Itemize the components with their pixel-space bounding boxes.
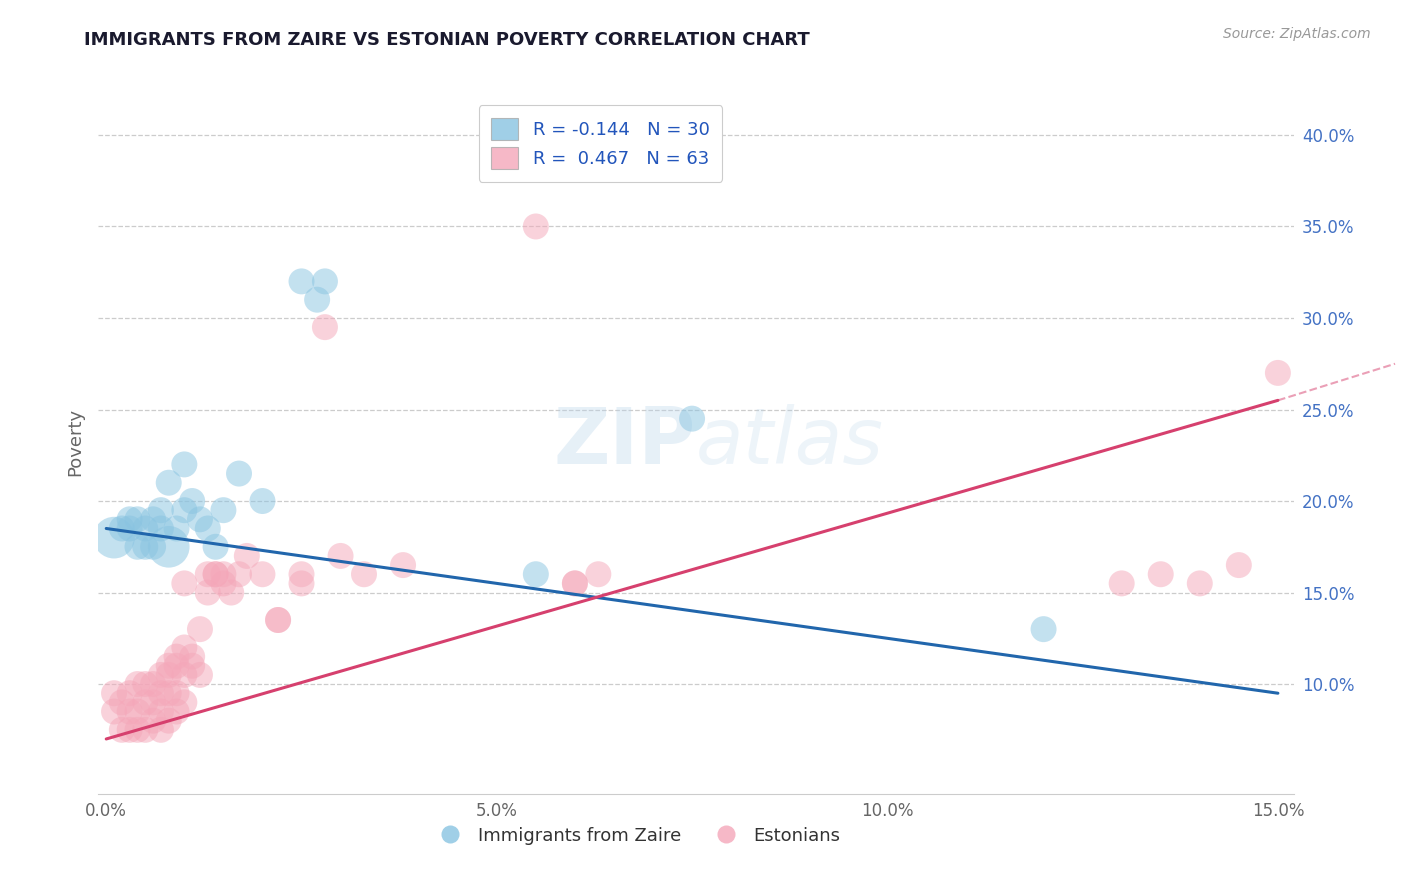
Point: [267, 613, 290, 627]
Point: [173, 458, 195, 472]
Text: IMMIGRANTS FROM ZAIRE VS ESTONIAN POVERTY CORRELATION CHART: IMMIGRANTS FROM ZAIRE VS ESTONIAN POVERT…: [84, 31, 810, 49]
Point: [219, 585, 242, 599]
Point: [1111, 576, 1133, 591]
Point: [134, 677, 156, 691]
Point: [118, 705, 141, 719]
Point: [134, 723, 156, 737]
Point: [157, 475, 180, 490]
Point: [588, 567, 610, 582]
Point: [392, 558, 415, 573]
Point: [118, 521, 141, 535]
Point: [267, 613, 290, 627]
Point: [1227, 558, 1250, 573]
Point: [173, 640, 195, 655]
Point: [204, 567, 226, 582]
Point: [166, 521, 188, 535]
Point: [118, 686, 141, 700]
Point: [314, 320, 336, 334]
Point: [1267, 366, 1289, 380]
Point: [127, 512, 149, 526]
Point: [173, 695, 195, 709]
Point: [181, 649, 204, 664]
Point: [166, 658, 188, 673]
Point: [103, 531, 125, 545]
Point: [111, 695, 134, 709]
Point: [252, 494, 274, 508]
Point: [173, 576, 195, 591]
Point: [173, 503, 195, 517]
Point: [564, 576, 586, 591]
Point: [149, 503, 172, 517]
Point: [103, 705, 125, 719]
Point: [236, 549, 259, 563]
Point: [188, 668, 211, 682]
Point: [149, 723, 172, 737]
Point: [329, 549, 352, 563]
Point: [111, 521, 134, 535]
Point: [524, 567, 547, 582]
Point: [212, 576, 235, 591]
Point: [181, 494, 204, 508]
Text: atlas: atlas: [696, 403, 884, 480]
Point: [204, 540, 226, 554]
Point: [353, 567, 375, 582]
Point: [157, 668, 180, 682]
Point: [149, 668, 172, 682]
Point: [118, 512, 141, 526]
Point: [157, 658, 180, 673]
Legend: Immigrants from Zaire, Estonians: Immigrants from Zaire, Estonians: [425, 820, 848, 852]
Point: [188, 512, 211, 526]
Point: [188, 622, 211, 636]
Y-axis label: Poverty: Poverty: [66, 408, 84, 475]
Point: [127, 723, 149, 737]
Point: [142, 540, 165, 554]
Point: [157, 714, 180, 728]
Point: [127, 540, 149, 554]
Point: [149, 705, 172, 719]
Point: [142, 695, 165, 709]
Text: ZIP: ZIP: [554, 403, 696, 480]
Point: [142, 677, 165, 691]
Point: [197, 521, 219, 535]
Point: [173, 668, 195, 682]
Point: [166, 686, 188, 700]
Point: [290, 576, 312, 591]
Point: [197, 585, 219, 599]
Point: [149, 686, 172, 700]
Point: [127, 705, 149, 719]
Point: [681, 411, 703, 425]
Point: [111, 723, 134, 737]
Point: [228, 467, 250, 481]
Point: [1188, 576, 1211, 591]
Point: [212, 567, 235, 582]
Point: [157, 686, 180, 700]
Point: [142, 714, 165, 728]
Point: [564, 576, 586, 591]
Point: [118, 723, 141, 737]
Point: [212, 503, 235, 517]
Point: [307, 293, 329, 307]
Point: [157, 540, 180, 554]
Point: [1150, 567, 1173, 582]
Point: [290, 567, 312, 582]
Point: [166, 705, 188, 719]
Point: [197, 567, 219, 582]
Point: [134, 521, 156, 535]
Point: [149, 521, 172, 535]
Point: [127, 677, 149, 691]
Point: [142, 512, 165, 526]
Point: [290, 274, 312, 288]
Point: [181, 658, 204, 673]
Point: [103, 686, 125, 700]
Point: [314, 274, 336, 288]
Point: [252, 567, 274, 582]
Point: [134, 540, 156, 554]
Point: [228, 567, 250, 582]
Point: [166, 649, 188, 664]
Point: [524, 219, 547, 234]
Point: [1032, 622, 1054, 636]
Point: [134, 695, 156, 709]
Text: Source: ZipAtlas.com: Source: ZipAtlas.com: [1223, 27, 1371, 41]
Point: [204, 567, 226, 582]
